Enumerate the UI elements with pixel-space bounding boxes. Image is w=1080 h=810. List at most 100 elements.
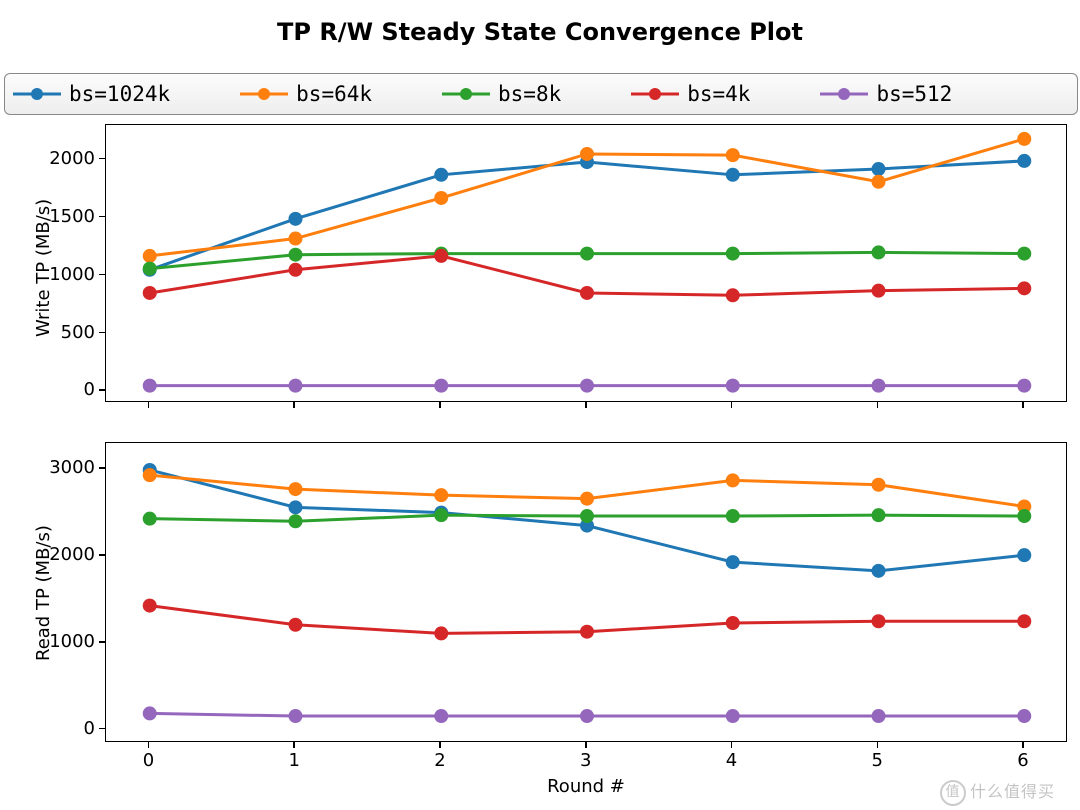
- y-tick: [99, 332, 105, 334]
- x-tick: [148, 742, 150, 748]
- watermark: 值什么值得买: [940, 778, 1055, 806]
- series-marker: [580, 492, 594, 506]
- x-tick-label: 3: [580, 750, 591, 771]
- x-axis-label: Round #: [536, 776, 636, 797]
- x-tick: [293, 402, 295, 408]
- plot-svg: [106, 443, 1068, 743]
- series-marker: [726, 148, 740, 162]
- x-tick: [877, 742, 879, 748]
- y-tick: [99, 554, 105, 556]
- series-marker: [288, 248, 302, 262]
- legend-swatch: [13, 85, 61, 103]
- watermark-icon: 值: [940, 780, 966, 806]
- series-marker: [872, 709, 886, 723]
- x-tick: [731, 742, 733, 748]
- y-tick: [99, 216, 105, 218]
- y-tick-label: 0: [84, 379, 95, 400]
- series-marker: [580, 509, 594, 523]
- series-marker: [143, 706, 157, 720]
- series-marker: [288, 514, 302, 528]
- series-marker: [434, 626, 448, 640]
- y-tick: [99, 467, 105, 469]
- y-tick-label: 1000: [49, 264, 95, 285]
- y-axis-label: Read TP (MB/s): [33, 525, 54, 661]
- x-tick: [585, 402, 587, 408]
- y-tick-label: 0: [84, 718, 95, 739]
- series-marker: [726, 509, 740, 523]
- y-tick-label: 3000: [49, 457, 95, 478]
- series-marker: [143, 379, 157, 393]
- series-marker: [288, 212, 302, 226]
- series-marker: [1017, 509, 1031, 523]
- series-marker: [726, 709, 740, 723]
- x-tick: [293, 742, 295, 748]
- series-marker: [726, 473, 740, 487]
- series-marker: [872, 162, 886, 176]
- x-tick-label: 5: [872, 750, 883, 771]
- series-marker: [872, 564, 886, 578]
- series-marker: [1017, 548, 1031, 562]
- series-marker: [1017, 379, 1031, 393]
- x-tick: [148, 402, 150, 408]
- legend: bs=1024k bs=64k bs=8k bs=4k bs=512: [4, 73, 1078, 115]
- series-marker: [434, 508, 448, 522]
- series-marker: [434, 379, 448, 393]
- series-marker: [1017, 132, 1031, 146]
- legend-item: bs=64k: [240, 82, 372, 106]
- series-marker: [434, 488, 448, 502]
- series-marker: [288, 379, 302, 393]
- x-tick: [585, 742, 587, 748]
- y-tick-label: 2000: [49, 148, 95, 169]
- series-marker: [143, 468, 157, 482]
- chart-panel-read: [105, 442, 1067, 742]
- y-tick-label: 1000: [49, 631, 95, 652]
- legend-item: bs=1024k: [13, 82, 170, 106]
- series-marker: [288, 482, 302, 496]
- series-marker: [143, 512, 157, 526]
- legend-item: bs=8k: [442, 82, 561, 106]
- series-marker: [726, 616, 740, 630]
- plot-svg: [106, 125, 1068, 403]
- series-marker: [1017, 281, 1031, 295]
- y-tick-label: 1500: [49, 206, 95, 227]
- y-tick: [99, 274, 105, 276]
- series-marker: [1017, 154, 1031, 168]
- watermark-text: 什么值得买: [970, 782, 1055, 801]
- series-marker: [872, 508, 886, 522]
- legend-label: bs=4k: [687, 82, 750, 106]
- series-marker: [726, 247, 740, 261]
- series-marker: [726, 288, 740, 302]
- x-tick-label: 0: [143, 750, 154, 771]
- x-tick: [439, 742, 441, 748]
- y-tick: [99, 389, 105, 391]
- x-tick: [439, 402, 441, 408]
- series-marker: [872, 379, 886, 393]
- series-marker: [434, 709, 448, 723]
- series-marker: [872, 614, 886, 628]
- series-marker: [872, 175, 886, 189]
- series-marker: [143, 249, 157, 263]
- series-marker: [872, 284, 886, 298]
- series-marker: [726, 555, 740, 569]
- series-marker: [726, 379, 740, 393]
- legend-swatch: [820, 85, 868, 103]
- series-marker: [872, 478, 886, 492]
- series-marker: [434, 191, 448, 205]
- y-tick-label: 2000: [49, 544, 95, 565]
- series-marker: [288, 618, 302, 632]
- series-marker: [580, 379, 594, 393]
- legend-swatch: [631, 85, 679, 103]
- series-marker: [1017, 709, 1031, 723]
- series-marker: [143, 599, 157, 613]
- legend-item: bs=512: [820, 82, 952, 106]
- legend-swatch: [240, 85, 288, 103]
- y-tick-label: 500: [61, 322, 95, 343]
- y-tick: [99, 158, 105, 160]
- x-tick: [731, 402, 733, 408]
- series-marker: [580, 247, 594, 261]
- legend-label: bs=512: [876, 82, 952, 106]
- series-marker: [580, 625, 594, 639]
- series-marker: [434, 168, 448, 182]
- x-tick: [877, 402, 879, 408]
- series-marker: [288, 263, 302, 277]
